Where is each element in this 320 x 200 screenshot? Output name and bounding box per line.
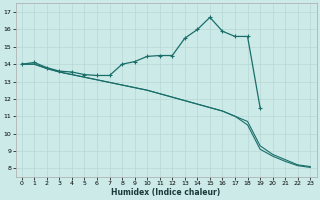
X-axis label: Humidex (Indice chaleur): Humidex (Indice chaleur) [111, 188, 221, 197]
